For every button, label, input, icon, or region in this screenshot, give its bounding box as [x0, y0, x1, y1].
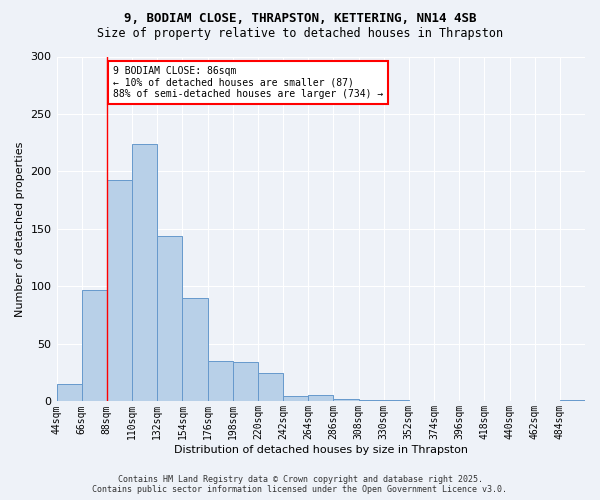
Bar: [308, 394, 334, 402]
Text: 9, BODIAM CLOSE, THRAPSTON, KETTERING, NN14 4SB: 9, BODIAM CLOSE, THRAPSTON, KETTERING, N…: [124, 12, 476, 26]
Bar: [383, 400, 409, 402]
Bar: [283, 396, 308, 402]
Bar: [560, 400, 585, 402]
Bar: [132, 144, 157, 402]
Bar: [359, 400, 383, 402]
Bar: [233, 362, 258, 402]
Bar: [182, 298, 208, 402]
Y-axis label: Number of detached properties: Number of detached properties: [15, 142, 25, 316]
Bar: [56, 384, 82, 402]
X-axis label: Distribution of detached houses by size in Thrapston: Distribution of detached houses by size …: [174, 445, 468, 455]
Text: Contains HM Land Registry data © Crown copyright and database right 2025.
Contai: Contains HM Land Registry data © Crown c…: [92, 474, 508, 494]
Text: 9 BODIAM CLOSE: 86sqm
← 10% of detached houses are smaller (87)
88% of semi-deta: 9 BODIAM CLOSE: 86sqm ← 10% of detached …: [113, 66, 383, 99]
Bar: [82, 290, 107, 402]
Text: Size of property relative to detached houses in Thrapston: Size of property relative to detached ho…: [97, 28, 503, 40]
Bar: [334, 399, 359, 402]
Bar: [208, 361, 233, 402]
Bar: [107, 180, 132, 402]
Bar: [258, 372, 283, 402]
Bar: [157, 236, 182, 402]
